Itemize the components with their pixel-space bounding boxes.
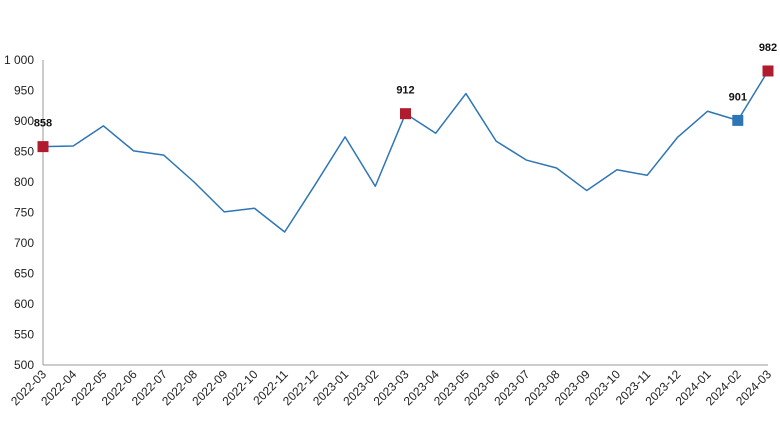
y-tick-label: 900: [14, 114, 34, 128]
data-label: 901: [729, 91, 747, 103]
data-point-marker: [400, 108, 411, 120]
y-tick-label: 600: [14, 297, 34, 311]
y-tick-label: 650: [14, 267, 34, 281]
y-tick-label: 1 000: [4, 53, 34, 67]
y-tick-label: 700: [14, 236, 34, 250]
y-tick-label: 550: [14, 328, 34, 342]
highlight-markers: 858 912 901 982: [34, 42, 777, 153]
data-point-marker: [37, 141, 49, 153]
data-point-marker: [762, 65, 774, 77]
y-tick-label: 750: [14, 206, 34, 220]
data-point-marker: [732, 114, 744, 126]
y-tick-label: 850: [14, 145, 34, 159]
y-tick-label: 950: [14, 84, 34, 98]
data-label: 912: [396, 85, 414, 97]
data-label: 858: [34, 118, 52, 130]
data-label: 982: [759, 42, 777, 54]
y-axis: 500 550 600 650 700 750 800 850 900 950 1 000: [4, 53, 44, 372]
y-tick-label: 800: [14, 175, 34, 189]
x-axis: 2022-032022-042022-052022-062022-072022-…: [8, 364, 774, 408]
y-tick-label: 500: [14, 358, 34, 372]
